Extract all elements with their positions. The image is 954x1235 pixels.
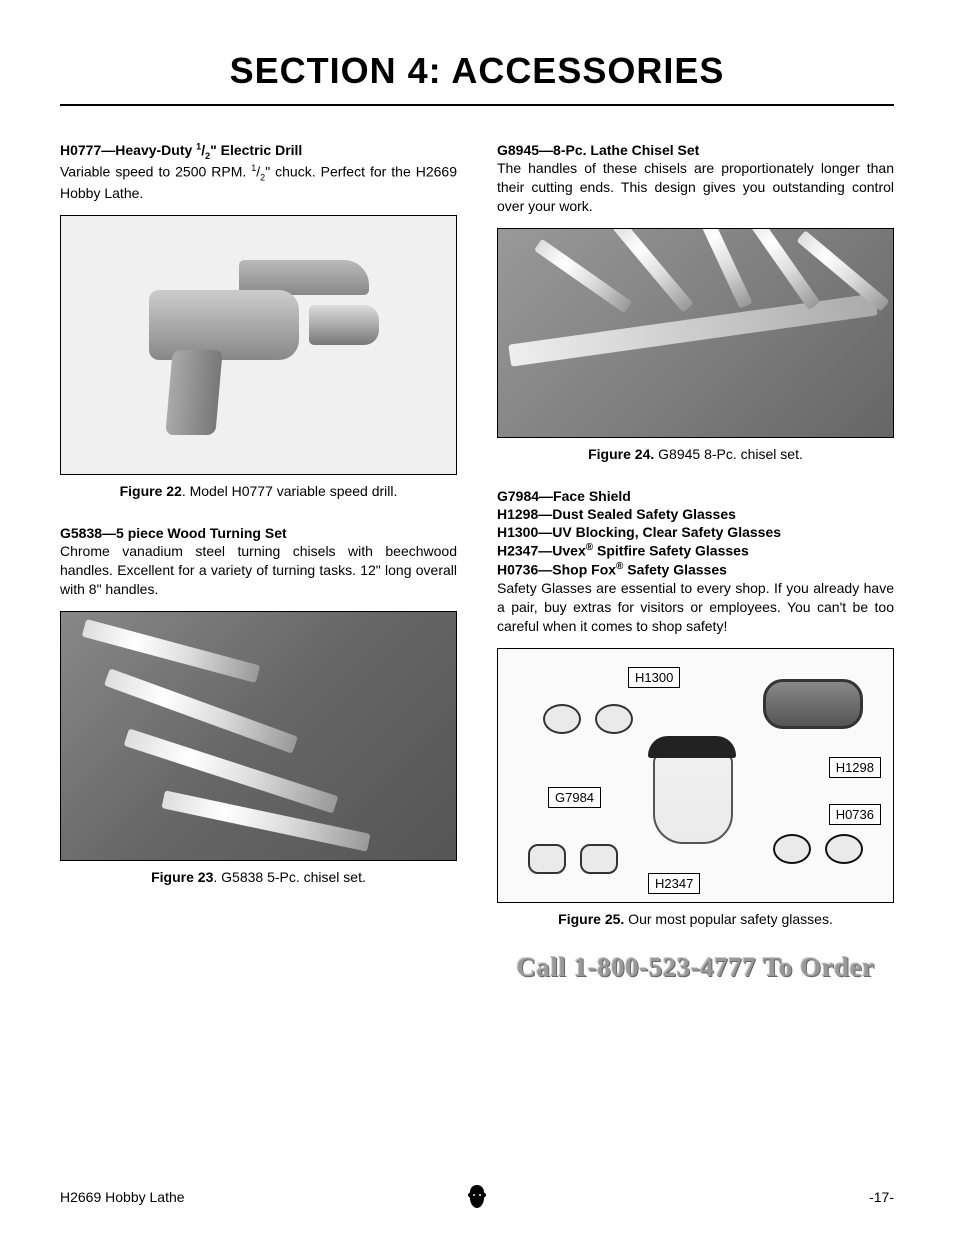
fig24-text: G8945 8-Pc. chisel set. [654, 446, 803, 462]
faceshield-g7984-icon [648, 734, 738, 844]
fig24-caption: Figure 24. G8945 8-Pc. chisel set. [497, 446, 894, 462]
fig23-caption: Figure 23. G5838 5-Pc. chisel set. [60, 869, 457, 885]
fig22-caption: Figure 22. Model H0777 variable speed dr… [60, 483, 457, 499]
glasses-h2347-icon [528, 844, 618, 879]
right-column: G8945—8-Pc. Lathe Chisel Set The handles… [497, 141, 894, 983]
safety-title-2: H1298—Dust Sealed Safety Glasses [497, 505, 894, 523]
fig25-label: Figure 25. [558, 911, 624, 927]
footer-right: -17- [869, 1189, 894, 1205]
left-column: H0777—Heavy-Duty 1/2" Electric Drill Var… [60, 141, 457, 983]
fig22-label: Figure 22 [120, 483, 182, 499]
label-g7984: G7984 [548, 787, 601, 808]
fig23-label: Figure 23 [151, 869, 213, 885]
safety-title-5: H0736—Shop Fox® Safety Glasses [497, 560, 894, 579]
drill-image [60, 215, 457, 475]
prod1-title-prefix: H0777—Heavy-Duty [60, 142, 196, 158]
safety-title-1: G7984—Face Shield [497, 487, 894, 505]
prod3-title: G8945—8-Pc. Lathe Chisel Set [497, 141, 894, 159]
fig25-text: Our most popular safety glasses. [624, 911, 833, 927]
label-h1298: H1298 [829, 757, 881, 778]
footer-left: H2669 Hobby Lathe [60, 1189, 185, 1205]
prod1-desc: Variable speed to 2500 RPM. 1/2" chuck. … [60, 162, 457, 202]
bear-logo-icon [465, 1183, 489, 1211]
footer: H2669 Hobby Lathe -17- [60, 1189, 894, 1205]
safety-title-4: H2347—Uvex® Spitfire Safety Glasses [497, 541, 894, 560]
prod2-title: G5838—5 piece Wood Turning Set [60, 524, 457, 542]
label-h1300: H1300 [628, 667, 680, 688]
glasses-h0736-icon [773, 834, 863, 869]
fig23-text: . G5838 5-Pc. chisel set. [213, 869, 366, 885]
safety-title-4b: Spitfire Safety Glasses [593, 543, 749, 559]
label-h0736: H0736 [829, 804, 881, 825]
prod3-desc: The handles of these chisels are proport… [497, 159, 894, 216]
prod1-title: H0777—Heavy-Duty 1/2" Electric Drill [60, 141, 457, 162]
safety-title-5b: Safety Glasses [623, 562, 727, 578]
safety-desc: Safety Glasses are essential to every sh… [497, 579, 894, 636]
prod1-title-suffix: " Electric Drill [210, 142, 302, 158]
chisel5-image [60, 611, 457, 861]
fig25-caption: Figure 25. Our most popular safety glass… [497, 911, 894, 927]
safety-title-5a: H0736—Shop Fox [497, 562, 616, 578]
fig22-text: . Model H0777 variable speed drill. [182, 483, 398, 499]
goggles-h1298-icon [763, 679, 863, 729]
prod2-desc: Chrome vanadium steel turning chisels wi… [60, 542, 457, 599]
fig24-label: Figure 24. [588, 446, 654, 462]
safety-title-4a: H2347—Uvex [497, 543, 586, 559]
label-h2347: H2347 [648, 873, 700, 894]
safety-title-3: H1300—UV Blocking, Clear Safety Glasses [497, 523, 894, 541]
drill-icon [119, 250, 399, 440]
safety-image: H1300 H1298 G7984 H0736 H2347 [497, 648, 894, 903]
prod1-desc-prefix: Variable speed to 2500 RPM. [60, 164, 251, 180]
columns-container: H0777—Heavy-Duty 1/2" Electric Drill Var… [60, 141, 894, 983]
cta-order: Call 1-800-523-4777 To Order [497, 952, 894, 983]
section-title: SECTION 4: ACCESSORIES [60, 50, 894, 106]
chisel8-image [497, 228, 894, 438]
reg-1: ® [586, 542, 593, 553]
glasses-h1300-icon [543, 704, 633, 739]
